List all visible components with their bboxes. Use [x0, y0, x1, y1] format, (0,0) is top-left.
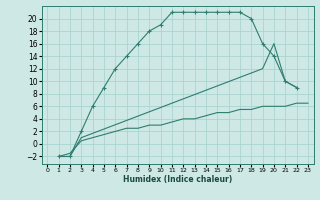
X-axis label: Humidex (Indice chaleur): Humidex (Indice chaleur): [123, 175, 232, 184]
